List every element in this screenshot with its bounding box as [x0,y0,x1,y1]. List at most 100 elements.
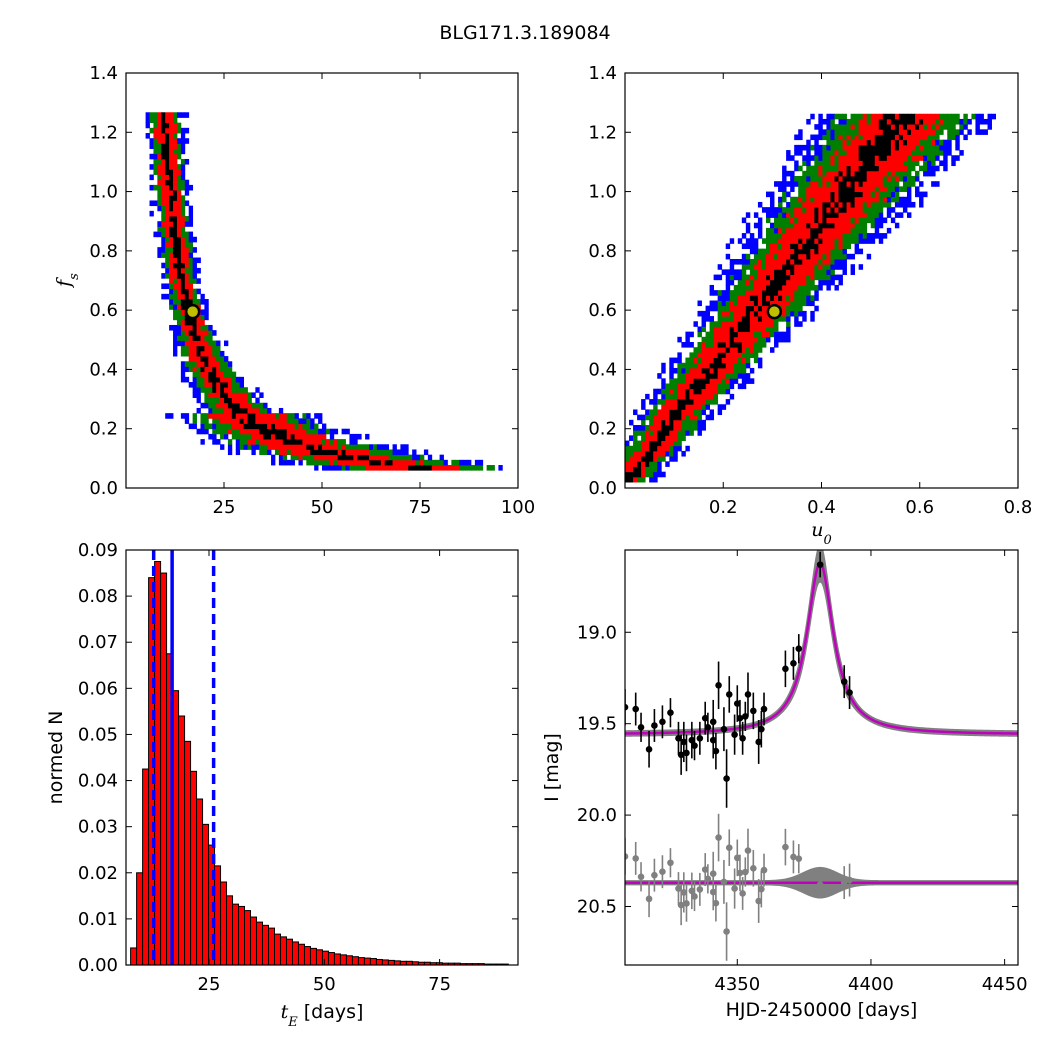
heatmap-cell-core [325,449,331,456]
heatmap-cell-middle [749,279,755,286]
heatmap-cell-middle [161,210,166,217]
heatmap-cell-outer [669,357,674,364]
heatmap-cell-middle [220,423,225,430]
heatmap-cell-middle [850,233,856,239]
heatmap-cell-core [717,362,723,369]
heatmap-cell-core [243,423,248,430]
heatmap-cell-middle [153,169,158,175]
heatmap-cell-core [846,196,851,203]
heatmap-cell-core [850,186,856,192]
heatmap-cell-outer [427,454,433,461]
heatmap-cell-inner [235,397,241,404]
heatmap-cell-inner [794,227,799,234]
heatmap-cell-middle [765,238,771,244]
heatmap-cell-core [806,243,811,250]
heatmap-cell-inner [834,181,839,187]
heatmap-cell-core [661,435,666,441]
heatmap-cell-middle [212,397,217,404]
heatmap-cell-core [645,456,650,462]
heatmap-cell-inner [830,176,835,182]
heatmap-cell-inner [392,465,397,471]
heatmap-cell-middle [834,134,839,141]
heatmap-cell-core [271,428,276,435]
heatmap-cell-middle [886,191,892,198]
heatmap-cell-middle [778,212,783,218]
heatmap-cell-inner [689,393,694,400]
heatmap-cell-inner [870,134,876,141]
heatmap-cell-outer [794,165,799,172]
heatmap-cell-inner [915,129,920,135]
heatmap-cell-inner [858,201,864,208]
heatmap-cell-core [216,376,221,383]
heatmap-cell-outer [814,290,819,296]
residual-point [739,890,746,897]
heatmap-cell-outer [858,238,864,244]
heatmap-cell-middle [204,387,209,393]
heatmap-cell-core [882,155,888,161]
heatmap-cell-outer [935,155,940,161]
y-axis-label-sub: s [67,273,82,280]
heatmap-cell-middle [919,165,924,172]
y-tick-label: 1.4 [89,63,118,84]
heatmap-cell-middle [810,144,815,151]
heatmap-cell-middle [810,176,815,182]
heatmap-cell-inner [753,279,759,286]
heatmap-cell-inner [255,413,260,419]
heatmap-cell-inner [894,160,900,167]
heatmap-cell-core [725,347,731,353]
heatmap-cell-inner [196,330,201,336]
heatmap-cell-inner [749,300,755,307]
heatmap-cell-middle [951,134,956,141]
heatmap-cell-middle [774,326,779,333]
heatmap-cell-core [729,342,735,348]
heatmap-cell-inner [810,181,815,187]
heatmap-cell-inner [830,243,835,250]
heatmap-cell-middle [689,352,694,358]
heatmap-cell-outer [955,144,960,151]
heatmap-cell-inner [898,165,904,172]
residual-point [750,865,757,872]
heatmap-cell-middle [830,165,835,172]
heatmap-cell-core [173,262,178,269]
heatmap-cell-middle [180,231,186,238]
heatmap-cell-outer [858,264,864,270]
heatmap-cells [625,113,996,483]
data-point [739,735,746,742]
heatmap-cell-middle [842,124,847,130]
heatmap-cell-middle [478,465,484,471]
heatmap-cell-inner [846,155,851,161]
heatmap-cell-inner [770,253,775,260]
heatmap-cell-outer [349,439,354,445]
heatmap-cell-outer [689,331,694,338]
heatmap-cell-middle [470,465,476,471]
heatmap-cell-outer [911,201,916,208]
heatmap-cell-inner [188,345,194,352]
heatmap-cell-middle [745,264,751,270]
heatmap-cell-outer [943,144,948,151]
y-tick-label: 19.0 [577,622,617,643]
heatmap-cell-middle [955,118,960,125]
heatmap-cell-outer [697,310,702,317]
heatmap-cell-core [263,428,268,435]
heatmap-cell-middle [294,423,299,430]
heatmap-cell-core [200,366,205,373]
heatmap-cell-core [858,191,864,198]
heatmap-cell-core [412,465,417,471]
heatmap-cell-inner [384,454,390,461]
heatmap-cell-outer [329,428,335,435]
heatmap-cell-middle [890,181,896,187]
heatmap-cell-middle [188,361,194,367]
heatmap-cell-outer [874,222,880,229]
heatmap-cell-middle [247,433,252,440]
heatmap-cell-outer [822,118,827,125]
heatmap-cell-outer [902,207,908,213]
heatmap-cell-middle [886,201,892,208]
heatmap-cell-inner [329,444,335,450]
heatmap-cell-core [310,444,315,450]
heatmap-cell-inner [697,367,702,374]
heatmap-cell-inner [274,444,280,450]
heatmap-cell-middle [649,466,654,473]
heatmap-cell-core [814,227,819,234]
heatmap-cell-middle [637,430,642,436]
histogram-bar [136,872,144,966]
